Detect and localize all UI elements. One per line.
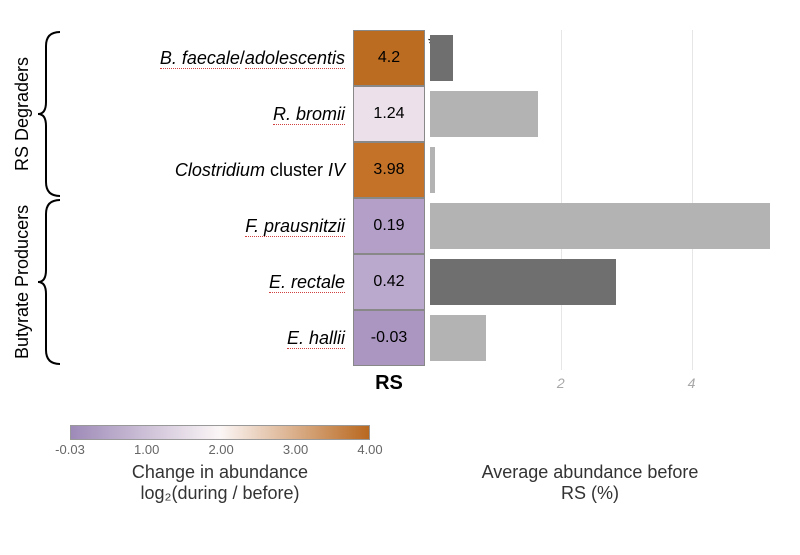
heatmap-cell: 1.24 <box>353 86 425 142</box>
data-row: F. prausnitzii 0.19 <box>60 198 780 254</box>
species-label: Clostridium cluster IV <box>90 160 345 181</box>
group-label: RS Degraders <box>12 30 33 198</box>
group-brace-icon <box>38 30 66 198</box>
colorbar: -0.031.002.003.004.00 <box>70 425 370 458</box>
colorbar-tick-label: 2.00 <box>208 442 233 457</box>
colorbar-ticks: -0.031.002.003.004.00 <box>70 440 370 458</box>
species-label: B. faecale/adolescentis <box>90 48 345 69</box>
bar-region <box>430 254 770 310</box>
heatmap-cell: 3.98 <box>353 142 425 198</box>
colorbar-tick-label: 3.00 <box>283 442 308 457</box>
abundance-bar <box>430 259 616 305</box>
bar-axis-title: Average abundance beforeRS (%) <box>430 462 750 504</box>
heatmap-axis-title: Change in abundancelog₂(during / before) <box>70 462 370 504</box>
bar-region <box>430 142 770 198</box>
abundance-bar <box>430 147 435 193</box>
bar-region <box>430 198 770 254</box>
heatmap-column-header: RS <box>353 372 425 395</box>
group-brace-icon <box>38 198 66 366</box>
colorbar-tick-label: -0.03 <box>55 442 85 457</box>
colorbar-tick-label: 1.00 <box>134 442 159 457</box>
abundance-bar <box>430 315 486 361</box>
species-label: E. hallii <box>90 328 345 349</box>
bar-region <box>430 86 770 142</box>
heatmap-cell: -0.03 <box>353 310 425 366</box>
data-row: R. bromii 1.24 <box>60 86 780 142</box>
heatmap-cell: 0.19 <box>353 198 425 254</box>
bar-region <box>430 310 770 366</box>
abundance-bar <box>430 203 770 249</box>
bar-region <box>430 30 770 86</box>
data-row: B. faecale/adolescentis4.2* <box>60 30 780 86</box>
data-row: Clostridium cluster IV 3.98 <box>60 142 780 198</box>
data-row: E. rectale 0.42 <box>60 254 780 310</box>
heatmap-cell: 0.42 <box>353 254 425 310</box>
abundance-bar <box>430 91 538 137</box>
group-label: Butyrate Producers <box>12 198 33 366</box>
species-label: R. bromii <box>90 104 345 125</box>
chart-area: B. faecale/adolescentis4.2*R. bromii1.24… <box>60 30 780 410</box>
colorbar-gradient <box>70 425 370 440</box>
data-row: E. hallii -0.03 <box>60 310 780 366</box>
abundance-bar <box>430 35 453 81</box>
heatmap-cell: 4.2 <box>353 30 425 86</box>
colorbar-tick-label: 4.00 <box>357 442 382 457</box>
species-label: F. prausnitzii <box>90 216 345 237</box>
species-label: E. rectale <box>90 272 345 293</box>
